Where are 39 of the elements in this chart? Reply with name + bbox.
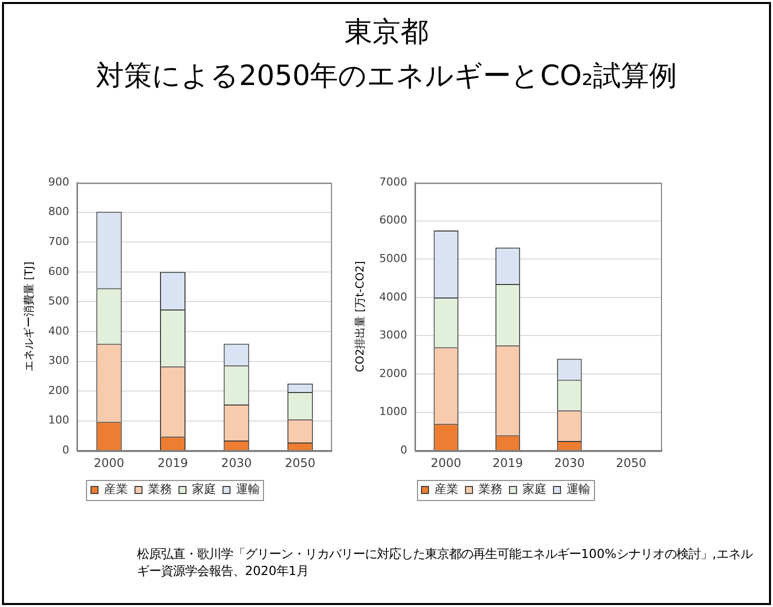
y-tick-label: 300	[48, 354, 70, 368]
x-tick-label: 2019	[157, 456, 188, 470]
y-tick-label: 400	[48, 324, 70, 338]
y-tick-label: 4000	[379, 290, 408, 304]
y-tick-label: 100	[48, 414, 70, 427]
x-tick-label: 2000	[430, 456, 462, 470]
y-tick-label: 6000	[379, 214, 408, 227]
y-tick-label: 500	[48, 294, 70, 308]
y-tick-label: 5000	[379, 252, 408, 266]
x-tick-label: 2050	[284, 456, 316, 470]
legend-label: 家庭	[192, 482, 216, 496]
x-tick-label: 2030	[221, 456, 252, 470]
legend-label: 産業	[104, 482, 128, 496]
x-tick-label: 2000	[94, 456, 124, 470]
y-tick-label: 900	[48, 175, 70, 188]
chart-title: 東京都	[344, 14, 430, 50]
y-tick-label: 800	[48, 205, 70, 218]
legend-label: 運輸	[566, 482, 590, 496]
y-tick-label: 3000	[379, 328, 408, 342]
text: 松原弘直・歌川学「グリーン・リカバリーに対応した東京都の再生可能エネルギー100%シナリオの検討」,エネルギー資源学会報告、2020年1月	[137, 545, 754, 579]
legend-label: 産業	[434, 482, 458, 496]
y-tick-label: 200	[48, 384, 70, 397]
y-tick-label: 600	[48, 264, 70, 278]
y-axis-title: エネルギー消費量 [TJ]	[22, 262, 36, 372]
y-tick-label: 0	[62, 443, 70, 456]
y-axis-title: CO2排出量 [万t-CO2]	[353, 261, 366, 372]
legend-label: 業務	[478, 482, 502, 496]
x-tick-label: 2030	[554, 456, 585, 470]
x-tick-label: 2050	[616, 456, 646, 470]
y-tick-label: 2000	[379, 366, 408, 380]
legend-label: 運輸	[236, 482, 260, 496]
y-tick-label: 7000	[379, 175, 408, 188]
chart-subtitle: 対策による2050年のエネルギーとCO₂試算例	[94, 58, 678, 94]
y-tick-label: 700	[48, 235, 70, 248]
legend-label: 家庭	[522, 482, 546, 496]
y-tick-label: 0	[400, 443, 408, 456]
x-tick-label: 2019	[492, 456, 524, 470]
y-tick-label: 1000	[379, 405, 408, 418]
legend-label: 業務	[148, 482, 172, 496]
